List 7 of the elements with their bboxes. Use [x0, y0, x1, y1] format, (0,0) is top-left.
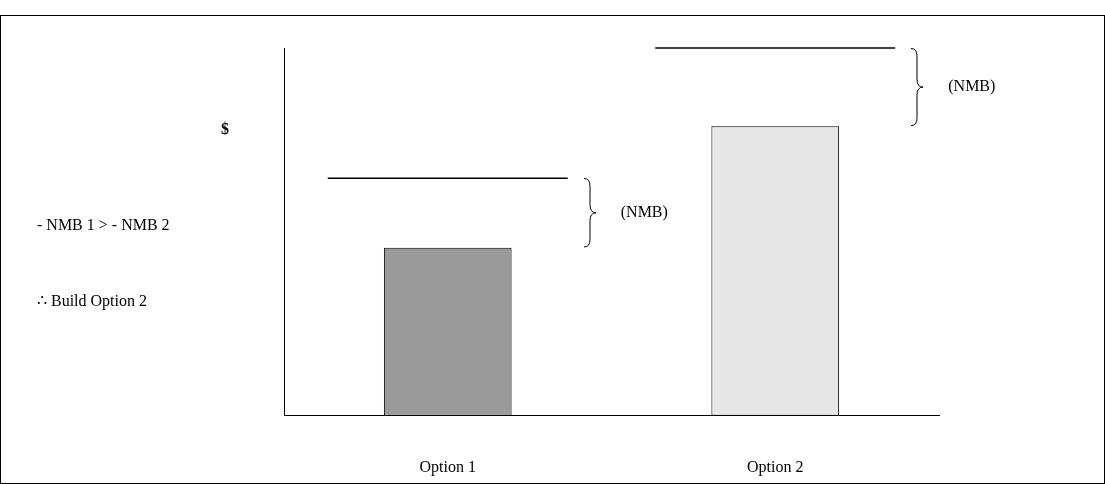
x-tick-label: Option 1	[419, 457, 476, 476]
text: ∴ Build Option 2	[37, 291, 148, 310]
text: (NMB)	[948, 77, 996, 96]
text: - NMB 1 > - NMB 2	[37, 216, 171, 234]
annotation: (NMB)	[620, 203, 668, 222]
y-axis-title: $	[221, 120, 229, 138]
x-tick-label: Option 2	[747, 457, 804, 476]
